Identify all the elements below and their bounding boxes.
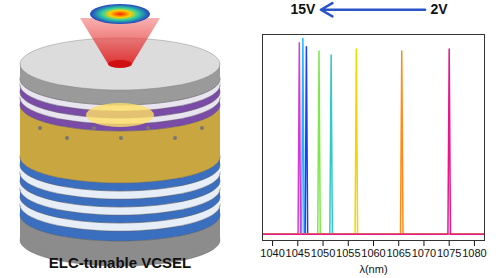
svg-text:1060: 1060	[361, 247, 385, 259]
svg-text:1070: 1070	[412, 247, 436, 259]
svg-text:λ(nm): λ(nm)	[359, 263, 387, 275]
svg-text:1075: 1075	[437, 247, 461, 259]
svg-text:1040: 1040	[260, 247, 284, 259]
svg-text:2V: 2V	[431, 1, 449, 17]
svg-text:1080: 1080	[462, 247, 486, 259]
svg-text:ELC-tunable VCSEL: ELC-tunable VCSEL	[49, 254, 192, 271]
svg-text:1065: 1065	[386, 247, 410, 259]
svg-text:1045: 1045	[286, 247, 310, 259]
svg-text:15V: 15V	[290, 1, 316, 17]
svg-text:1050: 1050	[311, 247, 335, 259]
svg-text:1055: 1055	[336, 247, 360, 259]
